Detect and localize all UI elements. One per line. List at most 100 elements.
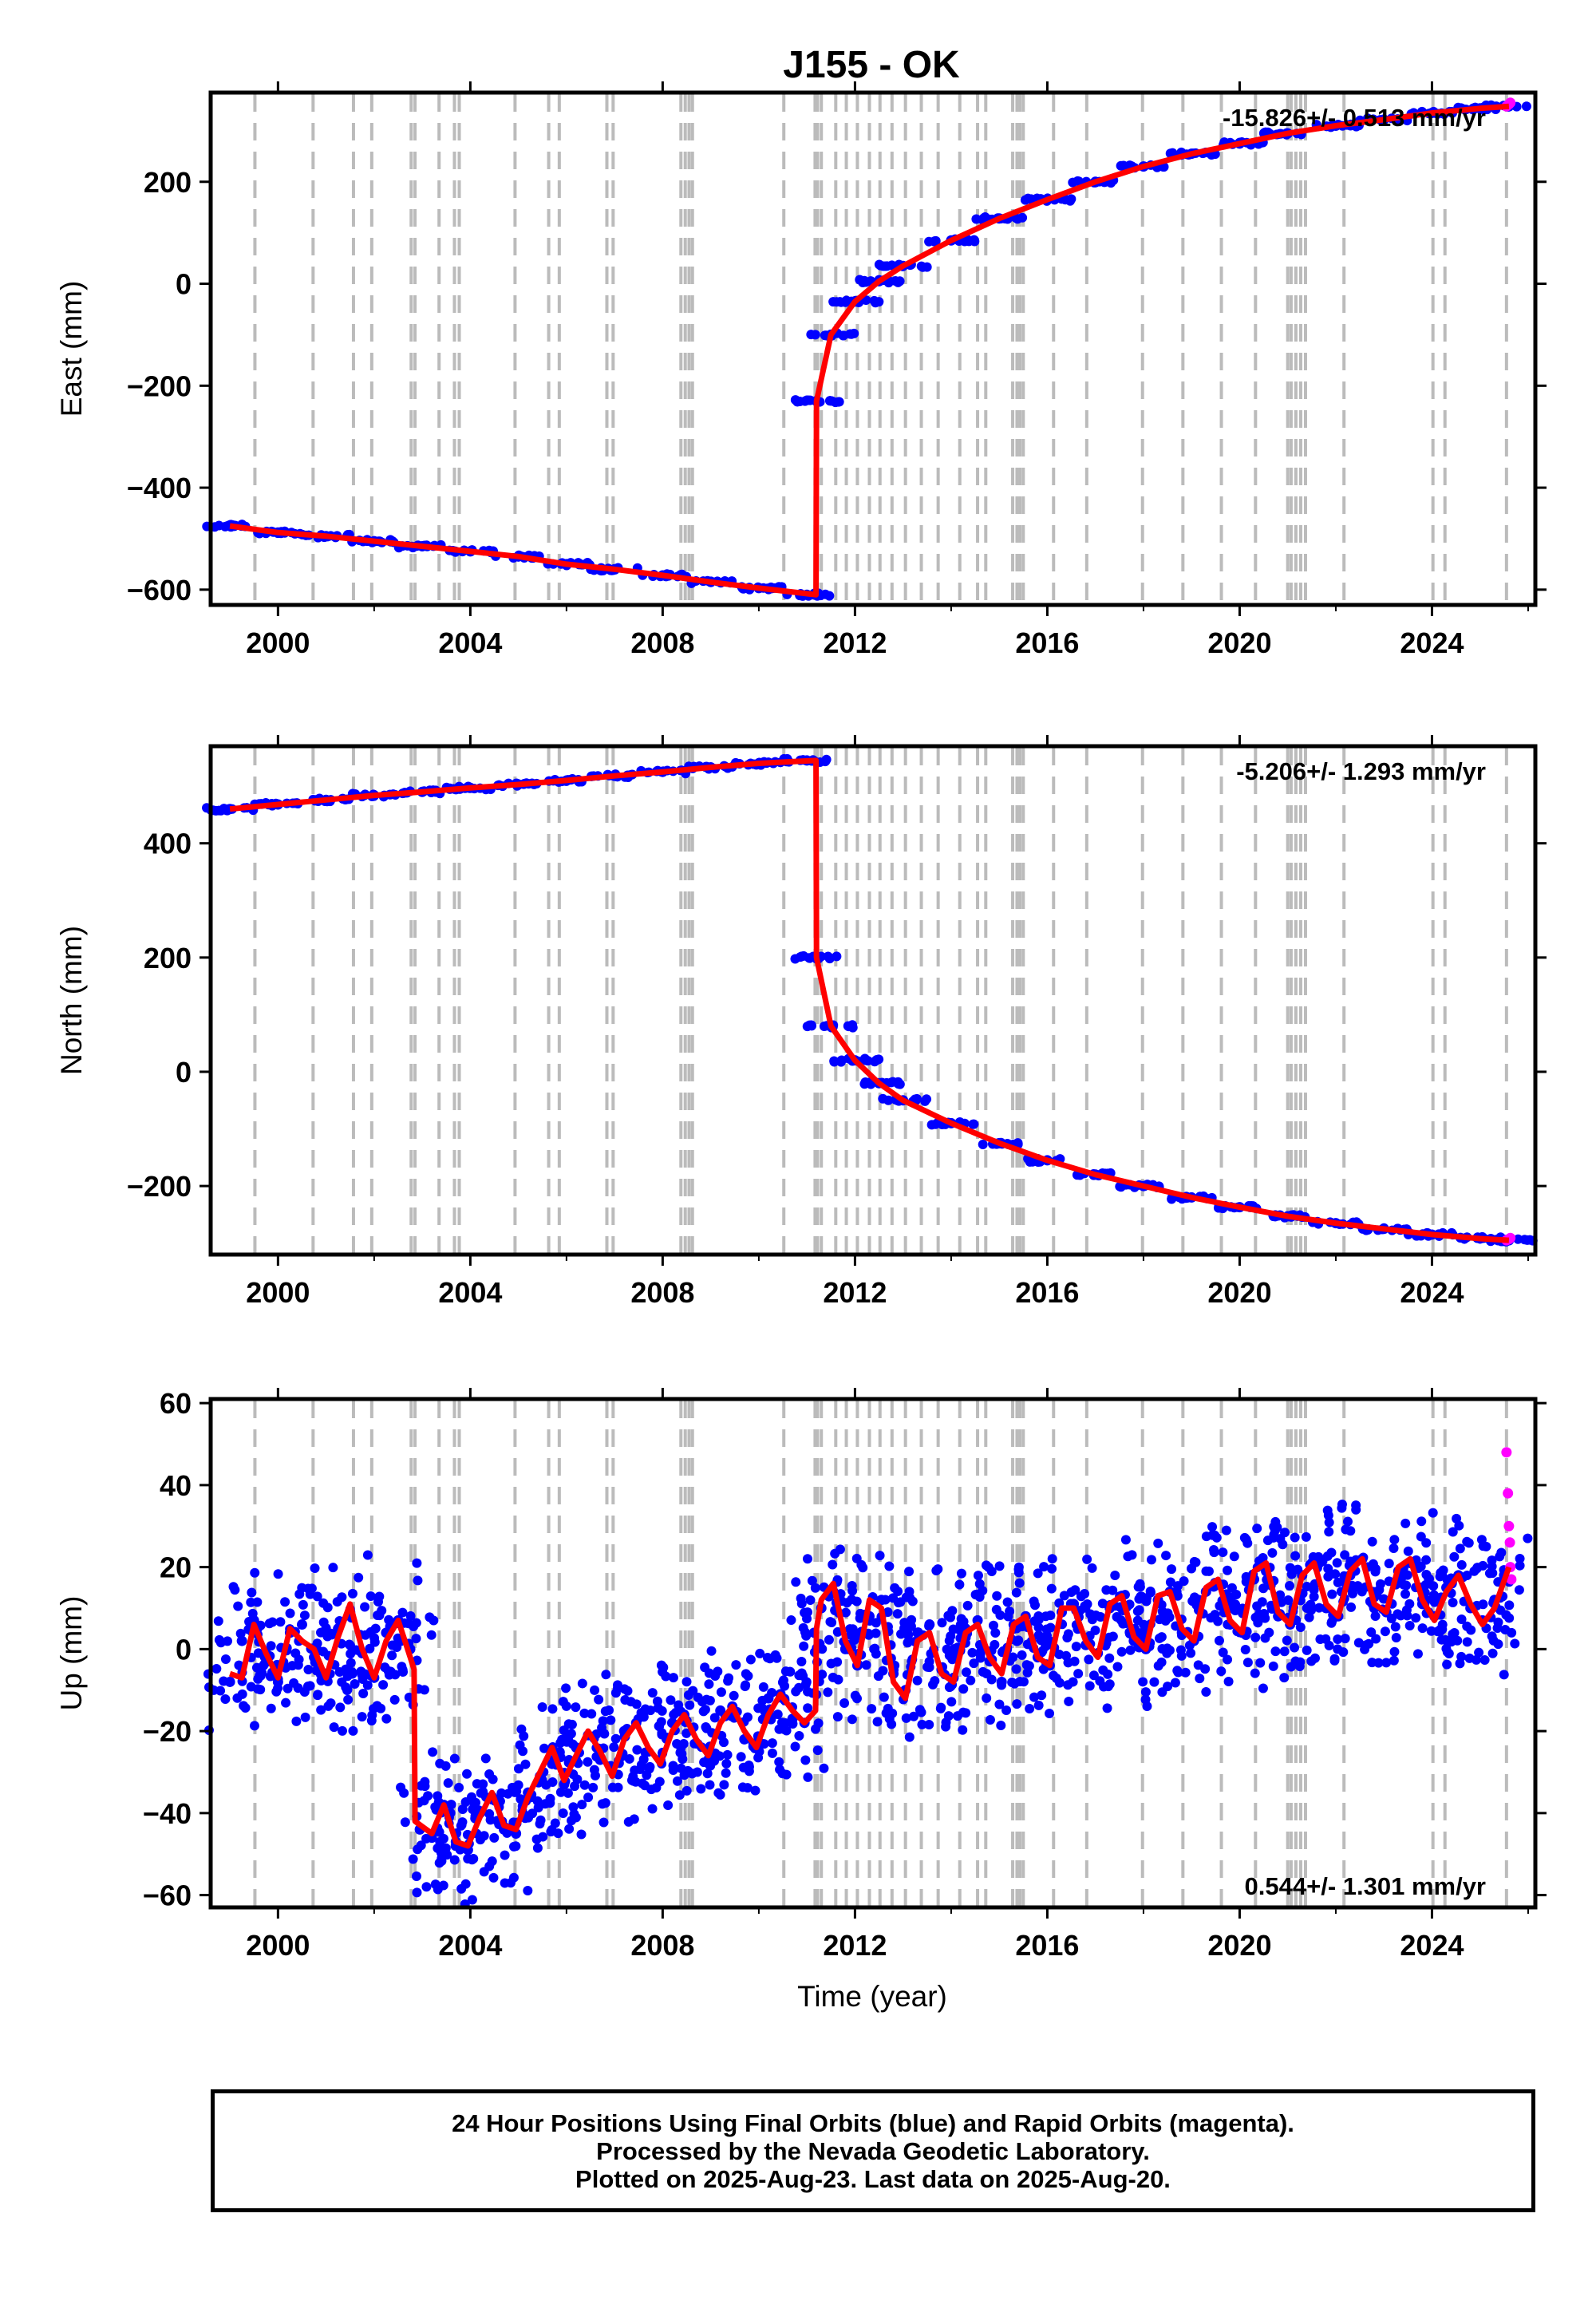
- model-line-east: [229, 103, 1510, 598]
- final-orbit-point: [328, 1563, 338, 1573]
- final-orbit-point: [1171, 1587, 1182, 1597]
- final-orbit-point: [1346, 1602, 1357, 1612]
- final-orbit-point: [1165, 1577, 1175, 1587]
- final-orbit-point: [967, 1647, 978, 1658]
- final-orbit-point: [513, 1780, 523, 1790]
- footer-line-1: 24 Hour Positions Using Final Orbits (bl…: [452, 2109, 1294, 2137]
- final-orbit-point: [1108, 1631, 1118, 1642]
- final-orbit-point: [636, 1760, 646, 1770]
- final-orbit-point: [1290, 1532, 1300, 1543]
- x-tick-label: 2012: [823, 1276, 887, 1309]
- final-orbit-point: [571, 1702, 581, 1713]
- final-orbit-point: [564, 1824, 575, 1834]
- final-orbit-point: [1047, 1563, 1057, 1574]
- final-orbit-point: [823, 951, 833, 962]
- final-orbit-point: [1103, 1669, 1113, 1679]
- final-orbit-point: [563, 1788, 573, 1798]
- final-orbit-point: [642, 1770, 652, 1780]
- final-orbit-point: [1223, 1565, 1233, 1575]
- final-orbit-point: [287, 1661, 298, 1671]
- final-orbit-point: [933, 1564, 943, 1575]
- final-orbit-point: [750, 1785, 760, 1796]
- final-orbit-point: [740, 1682, 750, 1692]
- final-orbit-point: [609, 1742, 619, 1753]
- final-orbit-point: [429, 1615, 439, 1626]
- y-axis-label-up: Up (mm): [55, 1596, 88, 1711]
- final-orbit-point: [628, 1776, 638, 1786]
- final-orbit-point: [502, 1828, 512, 1838]
- final-orbit-point: [1500, 1625, 1511, 1635]
- final-orbit-point: [1493, 1639, 1503, 1650]
- final-orbit-point: [1519, 1235, 1530, 1245]
- final-orbit-point: [1065, 196, 1076, 206]
- final-orbit-point: [1347, 1588, 1357, 1599]
- final-orbit-point: [847, 1714, 857, 1725]
- final-orbit-point: [298, 1599, 308, 1610]
- final-orbit-point: [871, 1628, 881, 1638]
- final-orbit-point: [1478, 1560, 1488, 1571]
- final-orbit-point: [280, 1597, 290, 1607]
- final-orbit-point: [1223, 1654, 1233, 1665]
- y-tick-label: 0: [176, 1633, 192, 1666]
- final-orbit-point: [1227, 1583, 1237, 1593]
- final-orbit-point: [1324, 1517, 1334, 1528]
- final-orbit-point: [941, 1717, 951, 1728]
- final-orbit-point: [479, 1867, 489, 1877]
- final-orbit-point: [803, 1772, 813, 1782]
- final-orbit-point: [305, 1681, 315, 1691]
- x-tick-label: 2024: [1400, 1929, 1464, 1962]
- final-orbit-point: [413, 1575, 423, 1586]
- final-orbit-point: [767, 1748, 777, 1758]
- final-orbit-point: [1515, 1553, 1525, 1563]
- final-orbit-point: [970, 1590, 981, 1600]
- final-orbit-point: [1018, 1677, 1029, 1687]
- final-orbit-point: [913, 1627, 923, 1638]
- final-orbit-point: [1260, 1613, 1270, 1623]
- final-orbit-point: [829, 1057, 839, 1067]
- final-orbit-point: [1240, 1645, 1250, 1655]
- final-orbit-point: [1218, 1547, 1228, 1558]
- final-orbit-point: [832, 1626, 843, 1637]
- final-orbit-point: [1047, 1554, 1057, 1564]
- final-orbit-point: [1071, 1642, 1081, 1652]
- final-orbit-point: [468, 1853, 479, 1863]
- final-orbit-point: [647, 1804, 658, 1814]
- final-orbit-point: [446, 1800, 456, 1810]
- final-orbit-point: [1389, 1655, 1399, 1666]
- final-orbit-point: [961, 1667, 971, 1678]
- final-orbit-point: [860, 277, 871, 287]
- final-orbit-point: [460, 1797, 471, 1808]
- final-orbit-point: [426, 1630, 437, 1640]
- final-orbit-point: [755, 1648, 765, 1658]
- final-orbit-point: [1416, 1531, 1426, 1542]
- final-orbit-point: [1258, 1583, 1269, 1594]
- final-orbit-point: [313, 1690, 323, 1700]
- final-orbit-point: [790, 1741, 800, 1752]
- final-orbit-point: [240, 1703, 251, 1713]
- final-orbit-point: [393, 1633, 403, 1643]
- final-orbit-point: [875, 1551, 885, 1561]
- final-orbit-point: [443, 1778, 453, 1788]
- final-orbit-point: [663, 1800, 674, 1810]
- final-orbit-point: [532, 1843, 543, 1853]
- y-tick-label: −20: [143, 1715, 192, 1748]
- final-orbit-point: [1250, 1612, 1261, 1622]
- final-orbit-point: [1389, 1543, 1399, 1554]
- final-orbit-point: [1309, 1585, 1319, 1595]
- final-orbit-point: [654, 1777, 665, 1787]
- final-orbit-point: [893, 277, 903, 287]
- final-orbit-point: [1214, 1635, 1224, 1646]
- final-orbit-point: [1097, 1599, 1108, 1609]
- final-orbit-point: [1323, 1571, 1333, 1582]
- final-orbit-point: [632, 1745, 642, 1755]
- final-orbit-point: [434, 1827, 444, 1837]
- final-orbit-point: [1135, 1579, 1145, 1589]
- final-orbit-point: [656, 1717, 666, 1727]
- final-orbit-point: [577, 1678, 587, 1689]
- final-orbit-point: [411, 1634, 421, 1644]
- final-orbit-point: [411, 1871, 421, 1881]
- final-orbit-point: [721, 1758, 732, 1769]
- final-orbit-point: [1396, 1611, 1406, 1621]
- final-orbit-point: [1496, 1547, 1507, 1558]
- x-tick-label: 2004: [438, 1929, 502, 1962]
